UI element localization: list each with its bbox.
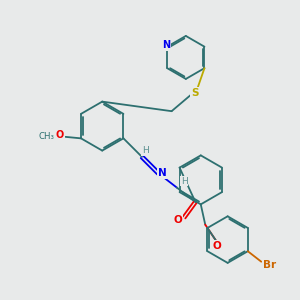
Text: CH₃: CH₃: [39, 132, 55, 141]
Text: N: N: [158, 168, 166, 178]
Text: H: H: [181, 177, 188, 186]
Text: S: S: [191, 88, 198, 98]
Text: N: N: [162, 40, 170, 50]
Text: H: H: [142, 146, 149, 155]
Text: O: O: [56, 130, 64, 140]
Text: O: O: [174, 215, 182, 225]
Text: O: O: [212, 241, 221, 250]
Text: Br: Br: [263, 260, 276, 270]
